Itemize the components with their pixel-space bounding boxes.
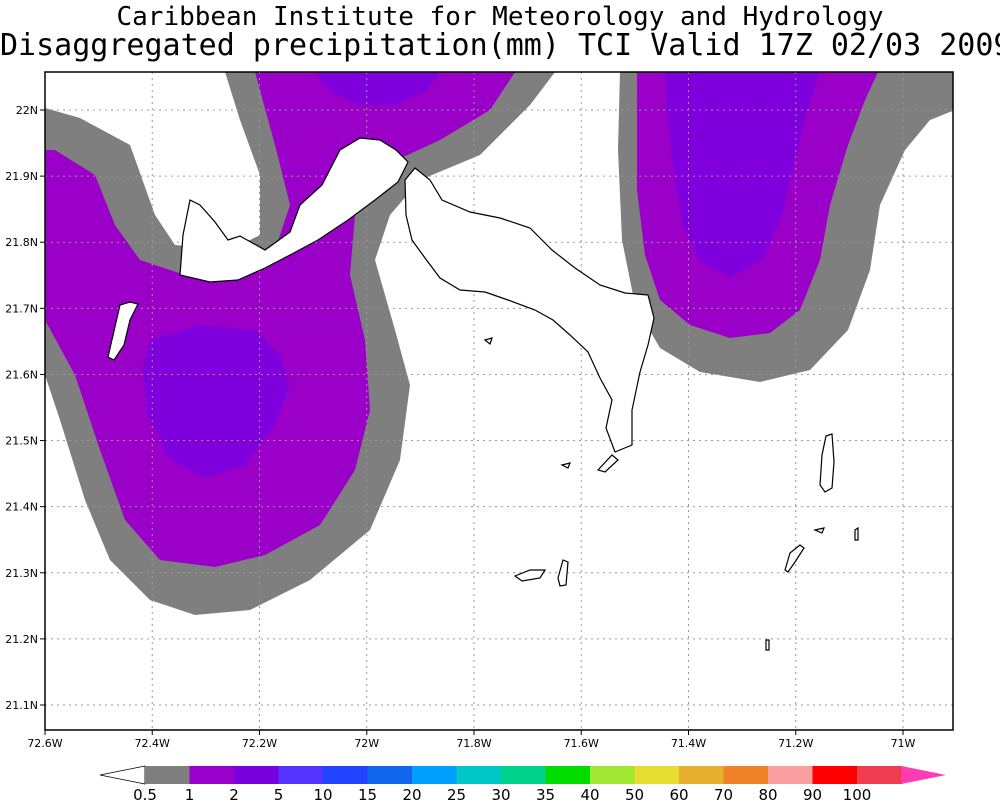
y-tick-label: 21.1N: [5, 699, 38, 712]
map-frame: [44, 71, 954, 731]
island-salt-cay: [784, 544, 805, 573]
legend-swatch: [145, 766, 190, 784]
legend-label: 1: [185, 786, 195, 800]
legend-low-arrow: [99, 765, 146, 785]
precipitation-field: [45, 72, 953, 615]
island-grand-turk: [819, 433, 835, 493]
x-tick-label: 72W: [354, 737, 379, 750]
legend-label: 20: [402, 786, 421, 800]
legend-swatch: [812, 766, 858, 784]
legend-swatch: [857, 766, 902, 784]
y-tick-label: 21.5N: [5, 435, 38, 448]
x-tick-label: 71.8W: [456, 737, 491, 750]
legend-label: 0.5: [133, 786, 157, 800]
island-small-5: [765, 639, 770, 651]
legend-label: 80: [758, 786, 777, 800]
x-tick-label: 72.4W: [135, 737, 170, 750]
legend-label: 100: [843, 786, 872, 800]
x-tick-label: 71.6W: [564, 737, 599, 750]
legend-swatch: [323, 766, 368, 784]
legend-label: 15: [358, 786, 377, 800]
y-tick-label: 21.3N: [5, 567, 38, 580]
island-small-3: [813, 527, 825, 534]
island-small-4: [854, 526, 859, 541]
color-legend: 0.5 1 2 5 10 15 20 25 30 35 40 50 60 70 80 90 100: [99, 765, 946, 800]
island-small-1: [483, 337, 493, 346]
legend-swatch: [723, 766, 769, 784]
x-tick-label: 71.2W: [778, 737, 813, 750]
legend-swatch: [367, 766, 413, 784]
y-tick-label: 21.9N: [5, 170, 38, 183]
legend-label: 25: [447, 786, 466, 800]
precip-band-2-5-east: [665, 72, 820, 277]
y-axis-labels: 22N 21.9N 21.8N 21.7N 21.6N 21.5N 21.4N 21.3N 21…: [5, 104, 45, 712]
island-south-caicos-spit: [596, 454, 619, 473]
legend-swatch: [545, 766, 591, 784]
legend-label: 70: [714, 786, 733, 800]
islands: [107, 137, 859, 651]
island-ambergris: [513, 569, 547, 582]
x-tick-label: 72.6W: [27, 737, 62, 750]
legend-swatch: [234, 766, 279, 784]
island-providenciales: [179, 137, 409, 283]
legend-high-arrow: [901, 766, 946, 784]
x-axis-labels: 72.6W 72.4W 72.2W 72W 71.8W 71.6W 71.4W 71.2W 71…: [27, 730, 916, 750]
legend-label: 50: [625, 786, 644, 800]
legend-label: 2: [229, 786, 239, 800]
legend-label: 40: [580, 786, 599, 800]
legend-label: 10: [313, 786, 332, 800]
legend-label: 60: [669, 786, 688, 800]
legend-label: 30: [491, 786, 510, 800]
y-tick-label: 22N: [16, 104, 38, 117]
x-tick-label: 72.2W: [242, 737, 277, 750]
legend-swatch: [412, 766, 457, 784]
legend-swatch: [501, 766, 546, 784]
y-tick-label: 21.2N: [5, 633, 38, 646]
y-tick-label: 21.8N: [5, 236, 38, 249]
y-tick-label: 21.6N: [5, 368, 38, 381]
legend-label: 5: [274, 786, 284, 800]
x-tick-label: 71W: [891, 737, 916, 750]
legend-swatch: [189, 766, 235, 784]
y-tick-label: 21.4N: [5, 501, 38, 514]
legend-label: 35: [536, 786, 555, 800]
y-tick-label: 21.7N: [5, 302, 38, 315]
legend-swatch: [768, 766, 813, 784]
legend-swatch: [278, 766, 324, 784]
precip-band-2-5-west: [142, 325, 290, 478]
legend-swatch: [634, 766, 680, 784]
island-north-middle-caicos: [404, 167, 655, 453]
island-ambergris-small: [557, 559, 569, 587]
island-west-caicos-strip: [107, 301, 139, 361]
legend-swatch: [679, 766, 724, 784]
island-small-2: [560, 462, 571, 469]
precip-band-2-5-north: [315, 72, 440, 105]
legend-swatch: [456, 766, 502, 784]
x-tick-label: 71.4W: [671, 737, 706, 750]
legend-swatch: [590, 766, 635, 784]
title-line-2: Disaggregated precipitation(mm) TCI Vali…: [0, 28, 1000, 63]
title-line-1: Caribbean Institute for Meteorology and …: [116, 2, 884, 32]
legend-label: 90: [803, 786, 822, 800]
